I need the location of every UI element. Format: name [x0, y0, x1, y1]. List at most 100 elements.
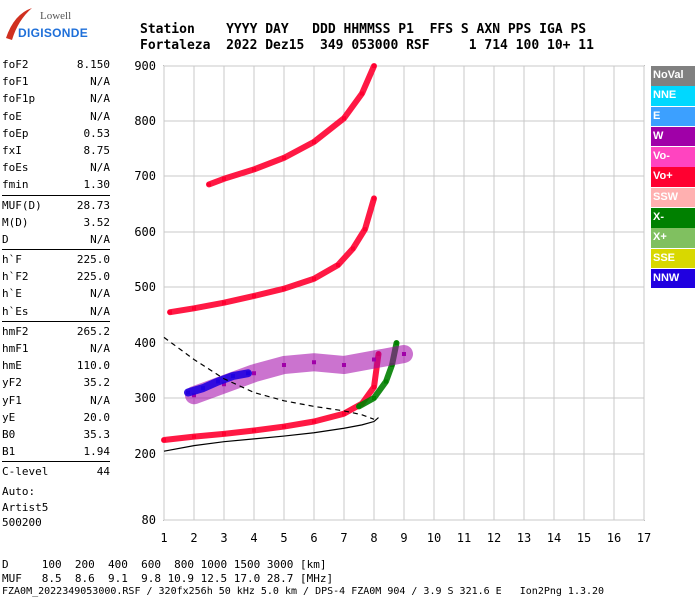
- artist-label: Artist5: [2, 500, 49, 514]
- parameter-table: foF2 8.150 foF1 N/A foF1p N/A foE N/A foEp 0.53 fx…: [2, 56, 110, 481]
- echo-point: [162, 438, 166, 442]
- x-tick: 12: [487, 531, 501, 545]
- param-name: M(D): [2, 215, 29, 229]
- param-name: foF2: [2, 58, 29, 71]
- param-row: foE N/A: [2, 108, 110, 125]
- param-name: foF1: [2, 75, 29, 89]
- y-tick: 500: [134, 280, 156, 294]
- echo-point: [336, 263, 340, 267]
- param-row: hmF2 265.2: [2, 323, 110, 340]
- param-name: B0: [2, 427, 16, 441]
- param-name: hmF1: [2, 342, 29, 355]
- param-value: 8.75: [83, 143, 111, 157]
- param-value: 1.30: [83, 178, 111, 192]
- echo-point: [312, 360, 316, 365]
- echo-point: [342, 411, 346, 416]
- param-row: D N/A: [2, 231, 110, 248]
- echo-point: [186, 390, 190, 395]
- param-value: 8.150: [76, 58, 110, 71]
- param-row: yF2 35.2: [2, 374, 110, 391]
- param-value: 0.53: [83, 126, 111, 140]
- param-value: 225.0: [76, 253, 110, 267]
- y-tick: 300: [134, 391, 156, 405]
- echo-point: [246, 371, 250, 376]
- param-name: foE: [2, 109, 22, 123]
- param-value: 265.2: [76, 324, 110, 338]
- x-tick: 8: [370, 531, 377, 545]
- echo-point: [222, 176, 226, 181]
- param-name: fxI: [2, 143, 22, 157]
- profile-dashed-line: [163, 336, 375, 420]
- separator: [2, 320, 110, 322]
- param-row: fmin 1.30: [2, 176, 110, 193]
- echo-point: [342, 363, 346, 367]
- param-row: B1 1.94: [2, 443, 110, 460]
- x-tick-labels: 1 2 3 4 5 6 7 8 9 10 11 12 13 14 15 16 17: [160, 531, 651, 545]
- echo-point: [222, 382, 226, 387]
- y-tick: 600: [134, 225, 156, 239]
- echo-point: [192, 393, 196, 398]
- param-row: MUF(D) 28.73: [2, 197, 110, 214]
- x-tick: 9: [400, 531, 407, 545]
- echo-point: [168, 310, 172, 315]
- x-tick: 6: [310, 531, 317, 545]
- param-row: hmE 110.0: [2, 357, 110, 374]
- x-tick: 7: [340, 531, 347, 545]
- param-value: 28.73: [76, 198, 110, 212]
- echo-point: [372, 64, 376, 68]
- param-value: 35.2: [83, 376, 111, 390]
- echo-trace: [167, 195, 377, 316]
- param-value: N/A: [90, 287, 110, 301]
- echo-point: [372, 196, 376, 201]
- param-row: h`E N/A: [2, 285, 110, 302]
- echo-point: [342, 116, 346, 121]
- y-tick: 400: [134, 336, 156, 350]
- param-value: 35.3: [83, 427, 111, 441]
- separator: [2, 249, 110, 251]
- echo-point: [363, 227, 367, 232]
- param-name: D: [2, 232, 9, 246]
- param-name: h`F: [2, 253, 22, 267]
- version-label: 500200: [2, 516, 42, 529]
- legend-item: X-: [651, 208, 695, 228]
- legend-item: X+: [651, 228, 695, 248]
- param-name: yF1: [2, 393, 22, 407]
- echo-point: [394, 341, 399, 345]
- polarization-legend: NoVal NNE E W Vo- Vo+ SSW X- X+ SSE NNW: [651, 66, 695, 289]
- echo-point: [201, 386, 205, 391]
- param-value: N/A: [90, 232, 110, 246]
- param-name: h`F2: [2, 270, 29, 284]
- echo-point: [222, 431, 226, 436]
- param-row: C-level 44: [2, 463, 110, 480]
- param-name: yE: [2, 410, 16, 424]
- echo-point: [282, 363, 286, 367]
- x-tick: 10: [427, 531, 441, 545]
- logo-name: DIGISONDE: [18, 26, 89, 40]
- profile-solid-line: [163, 417, 379, 452]
- y-tick: 200: [134, 447, 156, 461]
- separator: [2, 461, 110, 463]
- param-name: MUF(D): [2, 198, 42, 212]
- legend-item: Vo+: [651, 167, 695, 187]
- param-value: 1.94: [83, 445, 111, 459]
- param-value: N/A: [90, 304, 110, 318]
- param-name: foEs: [2, 161, 29, 175]
- param-row: h`F 225.0: [2, 251, 110, 268]
- echo-point: [252, 428, 256, 433]
- param-name: C-level: [2, 465, 49, 479]
- header-values: Fortaleza 2022 Dez15 349 053000 RSF 1 71…: [140, 38, 594, 53]
- param-name: hmE: [2, 359, 22, 373]
- digisonde-logo: Lowell DIGISONDE: [4, 6, 104, 44]
- param-row: B0 35.3: [2, 426, 110, 443]
- echo-point: [402, 352, 406, 356]
- distance-row: D 100 200 400 600 800 1000 1500 3000 [km…: [2, 558, 327, 571]
- echo-point: [282, 286, 286, 291]
- y-tick: 800: [134, 114, 156, 128]
- echo-point: [372, 396, 376, 400]
- echo-point: [372, 385, 376, 389]
- legend-item: NNE: [651, 86, 695, 106]
- echo-trace: [185, 345, 413, 405]
- x-tick: 3: [220, 531, 227, 545]
- echo-point: [207, 182, 211, 187]
